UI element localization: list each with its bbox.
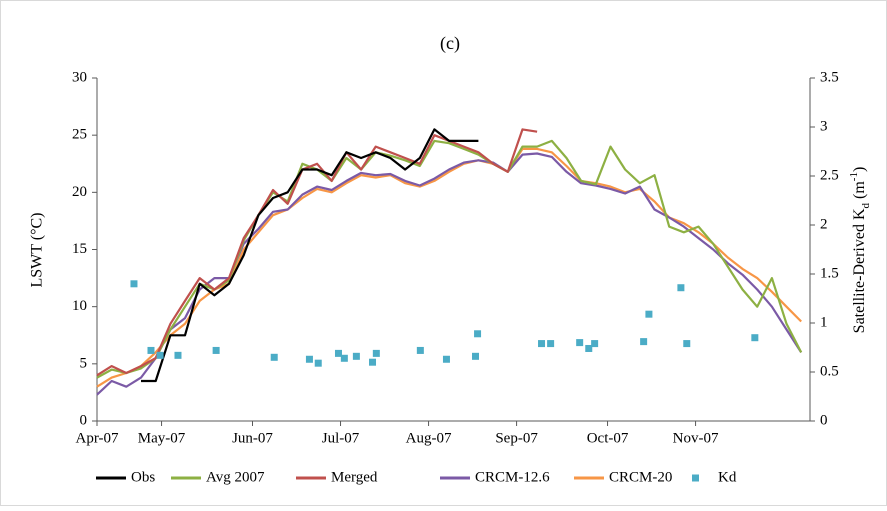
legend-label: Kd [718,469,737,485]
y2-tick-label: 3 [820,118,828,134]
y-axis-label: LSWT (°C) [29,213,46,288]
x-tick-label: Sep-07 [495,430,538,446]
kd-point [683,340,691,348]
x-tick-label: Aug-07 [406,430,452,446]
kd-point [591,340,599,348]
kd-point [147,346,155,354]
kd-point [751,334,759,342]
kd-point [416,346,424,354]
kd-point [442,355,450,363]
kd-point [156,351,164,359]
kd-point [352,352,360,360]
y2-tick-label: 3.5 [820,69,839,85]
x-tick-label: May-07 [138,430,186,446]
kd-point [640,338,648,346]
y-tick-label: 30 [72,69,87,85]
kd-point [677,284,685,292]
y-tick-label: 20 [72,184,87,200]
series-line [96,152,803,396]
y2-label-part: d [860,202,872,208]
x-tick-label: Jul-07 [322,430,360,446]
y2-label-part: ) [851,167,868,172]
y-tick-label: 0 [80,412,88,428]
kd-point [474,330,482,338]
legend-label: CRCM-12.6 [475,469,550,485]
kd-point [472,352,480,360]
kd-point [585,344,593,352]
y2-tick-label: 0 [820,412,828,428]
x-tick-label: Oct-07 [587,430,629,446]
chart-title: (c) [440,33,460,54]
legend-label: Avg 2007 [206,469,265,485]
y2-tick-label: 0.5 [820,363,839,379]
kd-point [334,349,342,357]
y2-tick-label: 2.5 [820,167,839,183]
kd-point [547,340,555,348]
kd-point [305,355,313,363]
kd-point [314,359,322,367]
legend-label: Obs [131,469,155,485]
legend-label: Merged [331,469,378,485]
y-tick-label: 25 [72,127,87,143]
y2-label-part: (m [851,181,868,199]
series-line [141,128,479,383]
x-tick-label: Apr-07 [75,430,119,446]
y2-label-part: Satellite-Derived K [851,208,868,333]
kd-point [212,346,220,354]
y-tick-label: 15 [72,241,87,257]
kd-point [270,353,278,361]
kd-point [340,354,348,362]
y-tick-label: 10 [72,298,87,314]
y-tick-label: 5 [80,355,88,371]
y2-tick-label: 1 [820,314,828,330]
x-tick-label: Jun-07 [232,430,273,446]
kd-point [369,358,377,366]
series-line [96,128,538,377]
y2-tick-label: 1.5 [820,265,839,281]
kd-point [130,280,138,288]
kd-point [645,310,653,318]
y2-tick-label: 2 [820,216,828,232]
y2-label-part: -1 [848,172,860,181]
kd-point [372,349,380,357]
legend-label: CRCM-20 [609,469,672,485]
kd-point [576,339,584,347]
kd-point [174,351,182,359]
legend-swatch [692,474,699,482]
y2-axis-label: Satellite-Derived Kd (m-1) [848,167,872,334]
kd-point [538,340,546,348]
x-tick-label: Nov-07 [673,430,719,446]
